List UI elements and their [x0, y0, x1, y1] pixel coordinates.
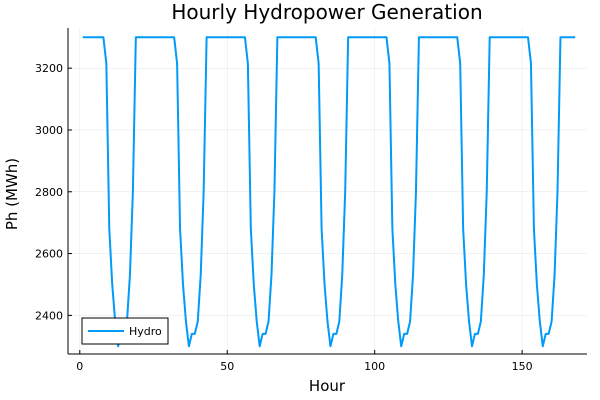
y-axis-label: Ph (MWh)	[3, 158, 21, 230]
x-tick-label: 0	[76, 360, 83, 373]
y-tick-label: 3000	[35, 124, 63, 137]
ticks-layer: 0 50 100 150 2400 2600 2800 3000 3200	[35, 62, 533, 373]
x-tick-label: 150	[512, 360, 533, 373]
x-axis-label: Hour	[309, 377, 346, 395]
chart-title: Hourly Hydropower Generation	[171, 0, 482, 24]
legend: Hydro	[81, 317, 169, 345]
legend-box	[81, 317, 169, 345]
x-tick-label: 100	[364, 360, 385, 373]
x-tick-label: 50	[220, 360, 234, 373]
grid-layer	[68, 28, 587, 354]
series-line-hydro	[82, 36, 576, 348]
series-layer	[82, 36, 576, 348]
y-tick-label: 2600	[35, 248, 63, 261]
y-tick-label: 2800	[35, 186, 63, 199]
axes-layer	[67, 28, 587, 355]
y-tick-label: 2400	[35, 309, 63, 322]
y-tick-label: 3200	[35, 62, 63, 75]
legend-label-hydro: Hydro	[129, 325, 162, 338]
